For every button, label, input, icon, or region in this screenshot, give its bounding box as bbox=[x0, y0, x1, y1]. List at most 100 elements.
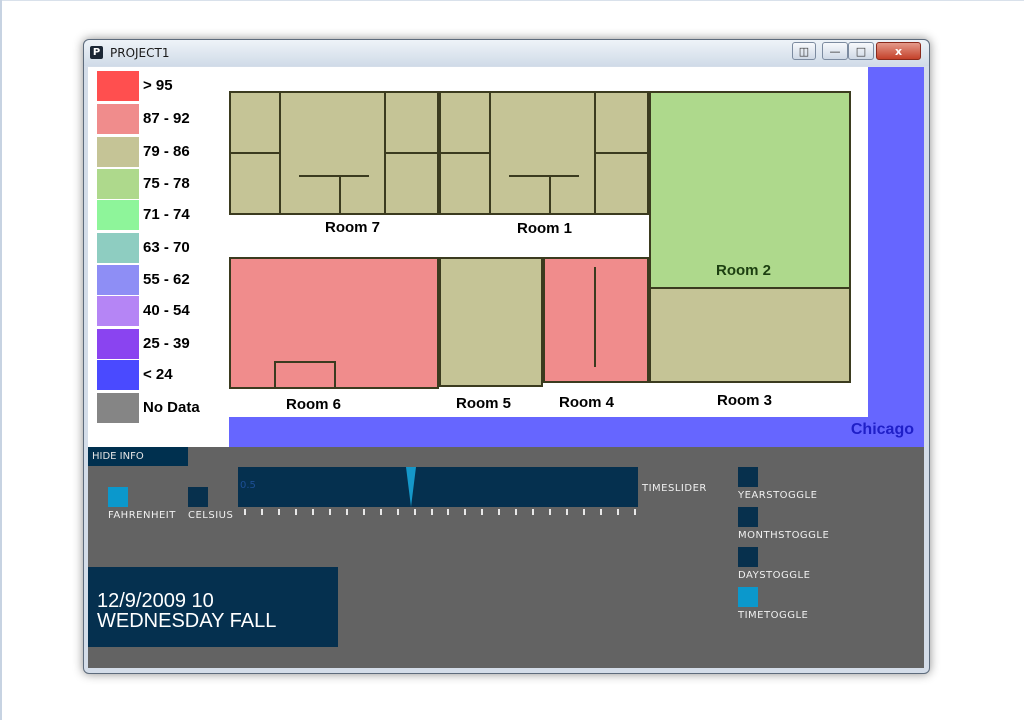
legend-swatch bbox=[97, 329, 139, 359]
legend-label: 25 - 39 bbox=[143, 335, 190, 352]
legend-label: 75 - 78 bbox=[143, 175, 190, 192]
interior-wall bbox=[549, 175, 551, 213]
legend-label: 87 - 92 bbox=[143, 110, 190, 127]
legend-label: 79 - 86 bbox=[143, 143, 190, 160]
slider-tick bbox=[617, 509, 620, 515]
months-toggle[interactable] bbox=[738, 507, 758, 527]
room-2-area[interactable] bbox=[649, 91, 851, 287]
desktop-top-edge bbox=[0, 0, 1024, 1]
legend-item: > 95 bbox=[97, 71, 229, 101]
legend-label: 40 - 54 bbox=[143, 302, 190, 319]
legend-label: 63 - 70 bbox=[143, 239, 190, 256]
window-menu-icon[interactable]: ◫ bbox=[792, 42, 816, 60]
legend-swatch bbox=[97, 265, 139, 295]
time-toggle-label: TIMETOGGLE bbox=[738, 610, 809, 621]
legend-label: 71 - 74 bbox=[143, 206, 190, 223]
legend-item: 55 - 62 bbox=[97, 265, 229, 295]
legend-swatch bbox=[97, 360, 139, 390]
legend-label: 55 - 62 bbox=[143, 271, 190, 288]
legend-item: 25 - 39 bbox=[97, 329, 229, 359]
celsius-label: CELSIUS bbox=[188, 510, 234, 521]
years-toggle[interactable] bbox=[738, 467, 758, 487]
room-1-label: Room 1 bbox=[517, 220, 573, 237]
time-slider[interactable]: 0.5 bbox=[238, 467, 638, 507]
legend-item: 40 - 54 bbox=[97, 296, 229, 326]
room-3-area[interactable] bbox=[649, 287, 851, 383]
slider-tick bbox=[260, 509, 263, 515]
legend-item: 71 - 74 bbox=[97, 200, 229, 230]
legend-swatch bbox=[97, 169, 139, 199]
legend-swatch bbox=[97, 200, 139, 230]
timeslider-label: TIMESLIDER bbox=[642, 483, 707, 494]
interior-wall bbox=[339, 175, 341, 213]
slider-tick bbox=[277, 509, 280, 515]
celsius-toggle[interactable] bbox=[188, 487, 208, 507]
slider-tick bbox=[566, 509, 569, 515]
room-5-area[interactable] bbox=[439, 257, 543, 387]
interior-wall bbox=[594, 152, 649, 154]
legend-swatch bbox=[97, 233, 139, 263]
datetime-display: 12/9/2009 10 WEDNESDAY FALL bbox=[88, 567, 338, 647]
slider-tick bbox=[430, 509, 433, 515]
interior-wall bbox=[274, 361, 276, 387]
window-title: PROJECT1 bbox=[110, 46, 170, 60]
legend-item: 87 - 92 bbox=[97, 104, 229, 134]
desktop-left-edge bbox=[0, 0, 2, 720]
slider-tick bbox=[583, 509, 586, 515]
minimize-button[interactable]: — bbox=[822, 42, 848, 60]
legend-item: No Data bbox=[97, 393, 229, 423]
hide-info-button[interactable]: HIDE INFO bbox=[88, 447, 188, 466]
months-toggle-label: MONTHSTOGGLE bbox=[738, 530, 830, 541]
close-button[interactable]: x bbox=[876, 42, 921, 60]
interior-wall bbox=[334, 361, 336, 387]
city-label: Chicago bbox=[850, 421, 914, 438]
legend-swatch bbox=[97, 104, 139, 134]
app-icon: P bbox=[90, 46, 103, 59]
slider-tick bbox=[447, 509, 450, 515]
years-toggle-label: YEARSTOGGLE bbox=[738, 490, 818, 501]
slider-tick bbox=[498, 509, 501, 515]
legend-item: 63 - 70 bbox=[97, 233, 229, 263]
room-4-label: Room 4 bbox=[559, 394, 615, 411]
slider-tick bbox=[532, 509, 535, 515]
days-toggle[interactable] bbox=[738, 547, 758, 567]
slider-tick bbox=[515, 509, 518, 515]
slider-tick bbox=[481, 509, 484, 515]
legend-label: > 95 bbox=[143, 77, 173, 94]
slider-tick bbox=[413, 509, 416, 515]
slider-tick bbox=[634, 509, 636, 515]
room-4-area[interactable] bbox=[543, 257, 649, 383]
fahrenheit-label: FAHRENHEIT bbox=[108, 510, 176, 521]
slider-tick bbox=[311, 509, 314, 515]
interior-wall bbox=[439, 152, 491, 154]
time-toggle[interactable] bbox=[738, 587, 758, 607]
slider-tick bbox=[464, 509, 467, 515]
slider-thumb[interactable] bbox=[406, 467, 416, 507]
title-bar[interactable]: P PROJECT1 ◫ — □ x bbox=[84, 40, 929, 66]
legend-swatch bbox=[97, 393, 139, 423]
slider-position-text: 0.5 bbox=[240, 480, 256, 491]
maximize-button[interactable]: □ bbox=[848, 42, 874, 60]
slider-tick bbox=[244, 509, 246, 515]
room-7-label: Room 7 bbox=[325, 219, 381, 236]
interior-wall bbox=[384, 152, 439, 154]
floor-map: Room 7 Room 1 Room 2 Room 3 Room 4 Room … bbox=[229, 67, 924, 447]
slider-tick bbox=[600, 509, 603, 515]
slider-tick bbox=[345, 509, 348, 515]
legend-swatch bbox=[97, 296, 139, 326]
client-area: > 95 87 - 92 79 - 86 75 - 78 71 - 74 63 … bbox=[88, 67, 924, 668]
fahrenheit-toggle[interactable] bbox=[108, 487, 128, 507]
interior-wall bbox=[299, 175, 369, 177]
date-line: 12/9/2009 10 bbox=[97, 590, 214, 612]
room-2-label: Room 2 bbox=[716, 262, 772, 279]
slider-tick bbox=[379, 509, 382, 515]
legend-item: < 24 bbox=[97, 360, 229, 390]
room-6-label: Room 6 bbox=[286, 396, 342, 413]
days-toggle-label: DAYSTOGGLE bbox=[738, 570, 811, 581]
slider-tick bbox=[362, 509, 365, 515]
room-6-area[interactable] bbox=[229, 257, 439, 389]
legend-swatch bbox=[97, 137, 139, 167]
app-window: P PROJECT1 ◫ — □ x > 95 87 - 92 79 - 86 … bbox=[83, 39, 930, 674]
legend-label: No Data bbox=[143, 399, 200, 416]
slider-tick bbox=[396, 509, 399, 515]
